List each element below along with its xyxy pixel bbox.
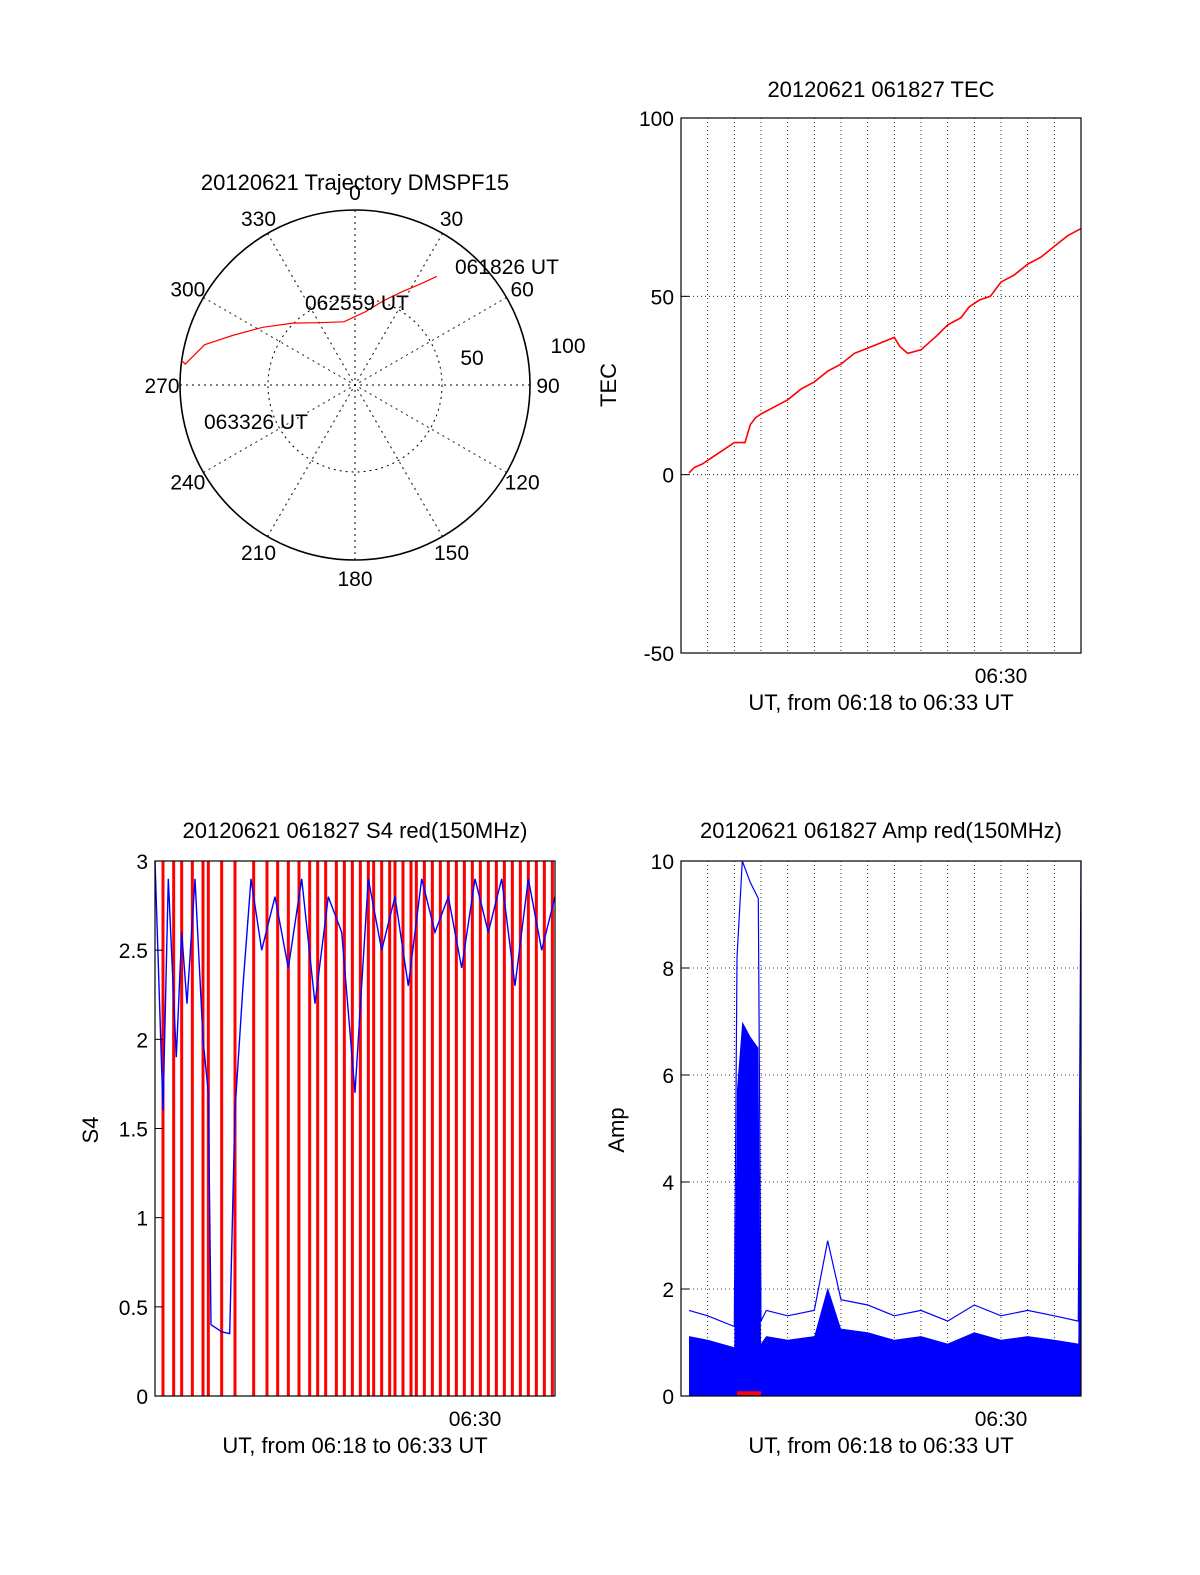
polar-angle-label: 60: [510, 279, 533, 302]
amp-blue-series-line: [688, 860, 1082, 1328]
s4-x-axis-label: UT, from 06:18 to 06:33 UT: [222, 1433, 487, 1458]
tec-x-tick-label: 06:30: [975, 665, 1028, 688]
tec-chart: 20120621 061827 TEC 100 50 0 -50 06:30 UT, …: [596, 77, 1082, 715]
y-tick-label: 10: [651, 851, 674, 874]
amp-title: 20120621 061827 Amp red(150MHz): [700, 818, 1062, 843]
polar-angle-label: 90: [536, 375, 559, 398]
s4-plot-frame: [154, 860, 556, 1397]
tec-plot-frame: [680, 117, 1082, 654]
y-tick-label: 0: [662, 465, 674, 488]
s4-chart: 20120621 061827 S4 red(150MHz) 3 2.5 2 1.5 1…: [78, 818, 556, 1458]
amp-band-fill: [689, 1021, 1081, 1396]
tec-x-axis-label: UT, from 06:18 to 06:33 UT: [748, 690, 1013, 715]
y-tick-label: -50: [644, 643, 674, 666]
polar-radius-label-100: 100: [550, 335, 585, 358]
tec-y-ticks: 100 50 0 -50: [639, 108, 689, 666]
polar-angle-label: 30: [440, 208, 463, 231]
s4-red-spikes: [161, 861, 554, 1396]
amp-plot-frame: [680, 860, 1082, 1397]
tec-series-line: [688, 227, 1082, 474]
y-tick-label: 3: [136, 851, 148, 874]
polar-angle-label: 300: [170, 279, 205, 302]
tec-y-axis-label: TEC: [596, 363, 621, 407]
y-tick-label: 4: [662, 1172, 674, 1195]
y-tick-label: 50: [651, 286, 674, 309]
polar-angle-labels: 0 30 60 90 120 150 180 210 240 270 300 330: [144, 182, 559, 591]
y-tick-label: 2.5: [119, 940, 148, 963]
polar-spoke: [267, 233, 443, 537]
polar-angle-label: 150: [434, 542, 469, 565]
polar-angle-label: 180: [337, 568, 372, 591]
polar-angle-label: 240: [170, 472, 205, 495]
polar-angle-label: 120: [505, 472, 540, 495]
y-tick-label: 1: [136, 1208, 148, 1231]
y-tick-label: 6: [662, 1065, 674, 1088]
polar-spokes: [180, 210, 530, 560]
tec-grid: [681, 118, 1081, 653]
y-tick-label: 0.5: [119, 1297, 148, 1320]
amp-grid: [681, 861, 1081, 1396]
y-tick-label: 0: [136, 1386, 148, 1409]
polar-angle-label: 210: [241, 542, 276, 565]
trajectory-track-line: [181, 275, 438, 365]
s4-y-ticks: 3 2.5 2 1.5 1 0.5 0: [119, 851, 163, 1409]
annotation-mid-time: 062559 UT: [305, 292, 409, 315]
s4-y-axis-label: S4: [78, 1117, 103, 1144]
s4-title: 20120621 061827 S4 red(150MHz): [183, 818, 528, 843]
polar-angle-label: 0: [349, 182, 361, 205]
s4-x-tick-label: 06:30: [449, 1408, 502, 1431]
annotation-end-time: 063326 UT: [204, 411, 308, 434]
amp-x-axis-label: UT, from 06:18 to 06:33 UT: [748, 1433, 1013, 1458]
amp-x-tick-label: 06:30: [975, 1408, 1028, 1431]
y-tick-label: 0: [662, 1386, 674, 1409]
polar-angle-label: 270: [144, 375, 179, 398]
polar-title: 20120621 Trajectory DMSPF15: [201, 170, 509, 195]
polar-inner-ring: [267, 297, 443, 473]
y-tick-label: 8: [662, 958, 674, 981]
s4-blue-series-line: [154, 860, 556, 1335]
amp-y-axis-label: Amp: [604, 1107, 629, 1152]
y-tick-label: 1.5: [119, 1119, 148, 1142]
trajectory-polar-chart: 20120621 Trajectory DMSPF15 0 30 60 90 120 15…: [144, 170, 585, 591]
polar-angle-label: 330: [241, 208, 276, 231]
y-tick-label: 2: [136, 1029, 148, 1052]
polar-radius-label-50: 50: [460, 347, 483, 370]
annotation-start-time: 061826 UT: [455, 256, 559, 279]
y-tick-label: 100: [639, 108, 674, 131]
amp-blue-noise-band: [689, 1021, 1081, 1396]
tec-title: 20120621 061827 TEC: [767, 77, 994, 102]
amp-y-ticks: 10 8 6 4 2 0: [651, 851, 689, 1409]
y-tick-label: 2: [662, 1279, 674, 1302]
amp-chart: 20120621 061827 Amp red(150MHz) 1086420 …: [604, 818, 1082, 1458]
